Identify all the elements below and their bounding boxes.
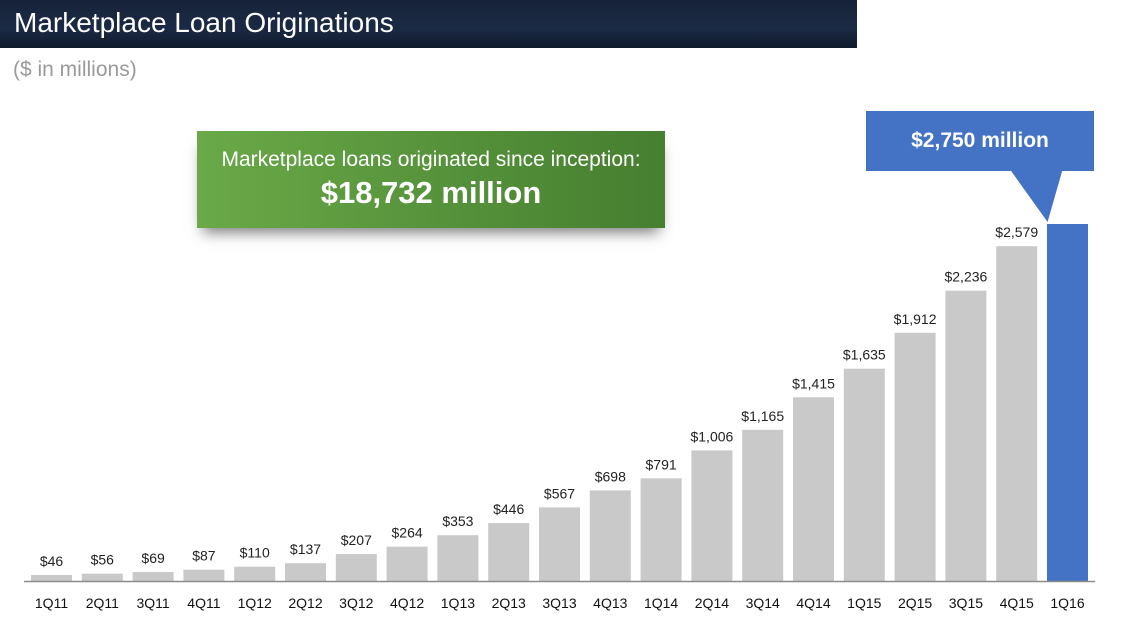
category-label-3Q13: 3Q13 bbox=[542, 595, 576, 611]
value-label-2Q12: $137 bbox=[290, 541, 321, 557]
value-label-2Q15: $1,912 bbox=[894, 311, 937, 327]
value-label-1Q13: $353 bbox=[442, 513, 473, 529]
value-label-2Q14: $1,006 bbox=[690, 428, 733, 444]
bar-3Q11 bbox=[132, 572, 174, 581]
latest-quarter-callout: $2,750 million bbox=[866, 111, 1094, 171]
category-label-3Q15: 3Q15 bbox=[949, 595, 983, 611]
bar-2Q11 bbox=[81, 573, 123, 581]
value-label-1Q15: $1,635 bbox=[843, 347, 886, 363]
category-label-1Q11: 1Q11 bbox=[35, 595, 68, 611]
category-label-1Q15: 1Q15 bbox=[847, 595, 881, 611]
category-label-1Q14: 1Q14 bbox=[644, 595, 678, 611]
title-bar: Marketplace Loan Originations bbox=[0, 0, 857, 48]
category-label-3Q14: 3Q14 bbox=[746, 595, 780, 611]
bar-4Q15 bbox=[996, 246, 1038, 581]
value-label-3Q13: $567 bbox=[544, 485, 575, 501]
value-label-2Q13: $446 bbox=[493, 501, 524, 517]
bar-2Q13 bbox=[488, 523, 530, 581]
category-label-4Q15: 4Q15 bbox=[1000, 595, 1034, 611]
value-label-4Q14: $1,415 bbox=[792, 375, 835, 391]
value-label-4Q11: $87 bbox=[192, 548, 216, 564]
category-label-4Q14: 4Q14 bbox=[796, 595, 830, 611]
value-label-3Q14: $1,165 bbox=[741, 408, 784, 424]
inception-callout: Marketplace loans originated since incep… bbox=[197, 131, 665, 228]
value-label-4Q15: $2,579 bbox=[995, 224, 1038, 240]
value-label-1Q14: $791 bbox=[646, 456, 677, 472]
value-label-1Q12: $110 bbox=[240, 545, 270, 561]
bar-2Q12 bbox=[285, 563, 326, 581]
bar-4Q12 bbox=[386, 546, 428, 581]
inception-callout-total: $18,732 million bbox=[320, 175, 542, 210]
category-label-2Q12: 2Q12 bbox=[288, 595, 322, 611]
category-label-3Q11: 3Q11 bbox=[136, 595, 169, 611]
bar-3Q15 bbox=[945, 290, 987, 581]
value-label-2Q11: $56 bbox=[91, 552, 115, 568]
bar-1Q15 bbox=[843, 368, 885, 581]
inception-callout-caption: Marketplace loans originated since incep… bbox=[221, 148, 641, 171]
callout-pointer bbox=[1010, 170, 1072, 222]
value-label-3Q11: $69 bbox=[141, 550, 165, 566]
bar-3Q14 bbox=[742, 429, 784, 581]
units-subtitle: ($ in millions) bbox=[13, 58, 137, 81]
category-label-2Q14: 2Q14 bbox=[695, 595, 729, 611]
bar-1Q13 bbox=[437, 535, 479, 581]
value-label-4Q12: $264 bbox=[392, 525, 423, 541]
value-label-4Q13: $698 bbox=[595, 468, 626, 484]
category-label-1Q16: 1Q16 bbox=[1050, 595, 1084, 611]
bar-1Q14 bbox=[640, 478, 682, 581]
category-label-3Q12: 3Q12 bbox=[339, 595, 373, 611]
bar-2Q14 bbox=[691, 450, 733, 581]
bar-3Q13 bbox=[539, 507, 580, 581]
category-label-1Q12: 1Q12 bbox=[238, 595, 272, 611]
category-label-2Q13: 2Q13 bbox=[492, 595, 526, 611]
bar-4Q14 bbox=[793, 397, 834, 581]
value-label-3Q12: $207 bbox=[341, 532, 372, 548]
page-title: Marketplace Loan Originations bbox=[14, 7, 394, 38]
category-label-4Q11: 4Q11 bbox=[187, 595, 220, 611]
bar-1Q16 bbox=[1047, 224, 1088, 581]
category-label-2Q15: 2Q15 bbox=[898, 595, 932, 611]
value-label-1Q11: $46 bbox=[40, 553, 64, 569]
bar-1Q11 bbox=[31, 575, 72, 581]
category-label-4Q13: 4Q13 bbox=[593, 595, 627, 611]
category-label-2Q11: 2Q11 bbox=[86, 595, 119, 611]
bar-2Q15 bbox=[894, 332, 936, 581]
bar-4Q13 bbox=[589, 490, 631, 581]
bar-4Q11 bbox=[183, 569, 225, 581]
bar-3Q12 bbox=[335, 554, 377, 581]
bar-1Q12 bbox=[234, 566, 276, 581]
category-label-4Q12: 4Q12 bbox=[390, 595, 424, 611]
value-label-3Q15: $2,236 bbox=[944, 269, 987, 285]
category-label-1Q13: 1Q13 bbox=[441, 595, 475, 611]
